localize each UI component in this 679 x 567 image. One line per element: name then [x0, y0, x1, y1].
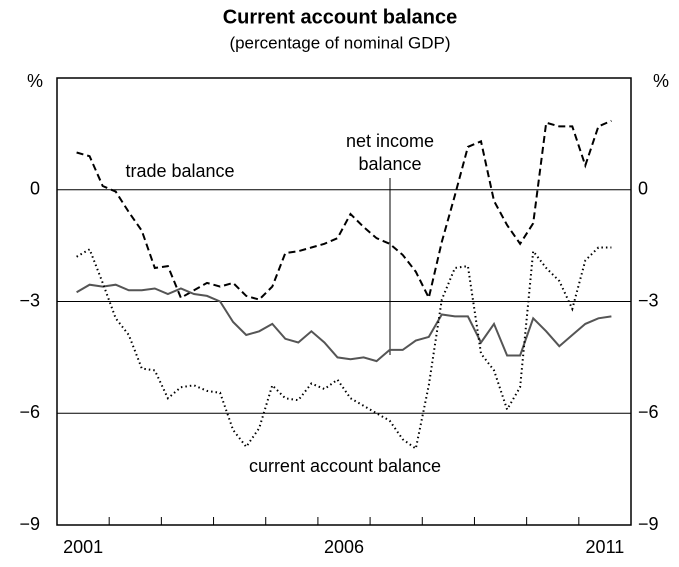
series-line: [76, 246, 612, 451]
y-tick-label: −9: [19, 514, 40, 534]
y-tick-label: −6: [19, 402, 40, 422]
x-tick-label: 2001: [63, 537, 103, 557]
chart-subtitle: (percentage of nominal GDP): [229, 33, 450, 52]
y2-tick-label: 0: [638, 179, 648, 199]
y2-tick-label: −6: [638, 402, 659, 422]
annotation: trade balance: [125, 161, 234, 181]
chart-title: Current account balance: [223, 6, 458, 28]
series-line: [76, 283, 612, 363]
annotation: balance: [358, 154, 421, 174]
series-line: [76, 119, 612, 301]
y2-tick-label: −9: [638, 514, 659, 534]
plot-frame: [56, 77, 632, 526]
y-unit: %: [653, 71, 669, 91]
y-unit: %: [27, 71, 43, 91]
x-tick-label: 2006: [324, 537, 364, 557]
annotation: net income: [346, 131, 434, 151]
x-tick-label: 2011: [586, 537, 625, 557]
y2-tick-label: −3: [638, 290, 659, 310]
y-tick-label: −3: [19, 290, 40, 310]
y-tick-label: 0: [30, 179, 40, 199]
annotation: current account balance: [249, 456, 441, 476]
